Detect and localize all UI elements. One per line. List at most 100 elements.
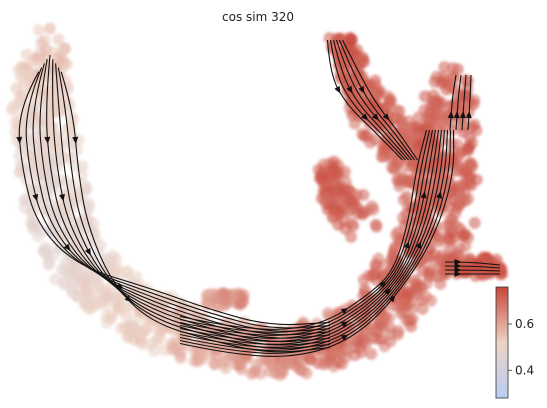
streamline <box>342 39 418 161</box>
cell-point <box>427 97 440 110</box>
streamline <box>444 265 501 269</box>
streamline <box>338 39 415 161</box>
cell-point <box>354 54 367 67</box>
streamline-arrowhead <box>453 111 460 119</box>
streamline-arrowhead <box>124 295 132 303</box>
streamline-arrowhead <box>454 271 462 277</box>
cell-point <box>435 77 448 90</box>
cell-point <box>453 109 466 122</box>
cell-point <box>416 303 429 315</box>
cell-point <box>89 234 102 247</box>
cell-point <box>104 255 117 268</box>
cell-point <box>23 69 36 82</box>
cell-point <box>217 357 230 370</box>
streamline-arrowhead <box>371 113 379 121</box>
colorbar-tick-label: 0.6 <box>515 317 534 331</box>
cell-point <box>339 351 352 364</box>
cell-points <box>6 22 509 381</box>
cell-point <box>228 288 241 301</box>
cell-point <box>402 115 415 128</box>
streamline-arrowhead <box>340 321 349 328</box>
streamline-arrowhead <box>420 191 427 199</box>
cell-point <box>333 183 346 196</box>
cell-point <box>423 120 436 133</box>
streamline <box>467 74 472 131</box>
streamline <box>326 39 403 161</box>
cell-point <box>429 254 442 267</box>
cell-point <box>344 194 357 207</box>
cell-point <box>400 314 413 327</box>
cell-point <box>351 330 364 343</box>
cell-point <box>424 241 437 254</box>
cell-point <box>343 85 355 98</box>
cell-point <box>457 229 470 242</box>
cell-point <box>318 192 331 205</box>
cell-point <box>457 120 470 133</box>
cell-point <box>438 220 451 233</box>
cell-point <box>472 259 485 272</box>
cell-point <box>35 36 48 49</box>
cell-point <box>12 64 25 77</box>
cell-point <box>32 24 45 37</box>
cell-point <box>481 256 494 269</box>
cell-point <box>321 307 334 320</box>
cell-point <box>75 169 88 182</box>
cell-point <box>455 193 467 206</box>
cell-point <box>39 241 52 254</box>
streamline-arrowhead <box>346 85 353 94</box>
cell-point <box>470 124 483 137</box>
streamline <box>455 74 462 131</box>
streamline <box>332 39 409 161</box>
cell-point <box>470 173 483 186</box>
cell-point <box>409 274 422 286</box>
cell-point <box>395 173 408 186</box>
streamline-arrowhead <box>361 113 369 121</box>
streamline <box>39 59 331 336</box>
cell-point <box>79 297 92 309</box>
cell-point <box>237 289 250 301</box>
cell-point <box>60 58 73 71</box>
cell-point <box>384 328 397 341</box>
streamline-arrowhead <box>383 287 391 296</box>
cell-point <box>121 265 134 278</box>
cell-point <box>365 200 378 213</box>
cell-point <box>392 154 405 167</box>
streamline <box>179 129 452 354</box>
streamline-arrowhead <box>334 85 341 94</box>
cell-point <box>443 201 456 214</box>
chart-title: cos sim 320 <box>222 10 294 24</box>
cell-point <box>36 225 49 238</box>
streamline-arrowhead <box>465 111 472 119</box>
cell-point <box>19 141 32 154</box>
cell-point <box>174 346 187 359</box>
cell-point <box>375 307 388 320</box>
cell-point <box>43 161 56 174</box>
cell-point <box>21 48 34 61</box>
cell-point <box>44 70 57 83</box>
cell-point <box>459 239 472 252</box>
streamline <box>444 269 501 272</box>
streamline-arrowhead <box>63 243 71 252</box>
cell-point <box>52 33 65 46</box>
cell-point <box>420 291 433 304</box>
cell-point <box>76 160 89 173</box>
colorbar-tick-label: 0.4 <box>515 363 534 377</box>
cell-point <box>18 201 31 214</box>
cell-point <box>446 62 459 74</box>
cell-point <box>396 211 409 224</box>
cell-point <box>397 193 410 206</box>
streamline-arrowhead <box>340 307 349 315</box>
cell-point <box>106 292 119 305</box>
cell-point <box>405 203 418 216</box>
cell-point <box>460 166 473 178</box>
colorbar-gradient <box>495 286 509 399</box>
streamlines <box>16 39 501 357</box>
cell-point <box>55 263 68 276</box>
cell-point <box>459 90 472 103</box>
cell-point <box>462 142 474 155</box>
cell-point <box>461 75 474 87</box>
streamline-arrowhead <box>44 136 51 144</box>
streamline-arrowhead <box>16 136 23 144</box>
streamline-arrowhead <box>382 113 390 121</box>
streamline-arrowhead <box>403 241 410 249</box>
